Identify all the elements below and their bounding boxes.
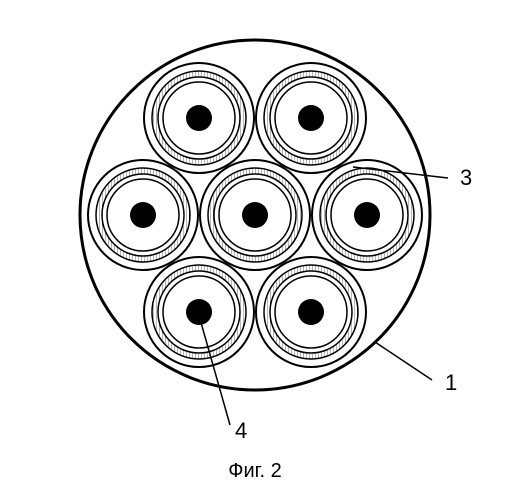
leader-line <box>375 342 432 380</box>
core <box>298 105 324 131</box>
conductor-unit <box>256 257 366 367</box>
callout-label: 4 <box>235 418 247 443</box>
figure-caption: Фиг. 2 <box>0 460 510 483</box>
core <box>186 299 212 325</box>
callout-label: 3 <box>460 165 472 190</box>
conductor-unit <box>144 63 254 173</box>
core <box>186 105 212 131</box>
diagram-canvas: 3 1 4 <box>0 0 510 500</box>
conductor-unit <box>88 160 198 270</box>
conductor-unit <box>200 160 310 270</box>
callout-label: 1 <box>445 370 457 395</box>
core <box>242 202 268 228</box>
core <box>130 202 156 228</box>
conductor-unit <box>312 160 422 270</box>
conductor-unit <box>144 257 254 367</box>
core <box>298 299 324 325</box>
conductor-unit <box>256 63 366 173</box>
core <box>354 202 380 228</box>
